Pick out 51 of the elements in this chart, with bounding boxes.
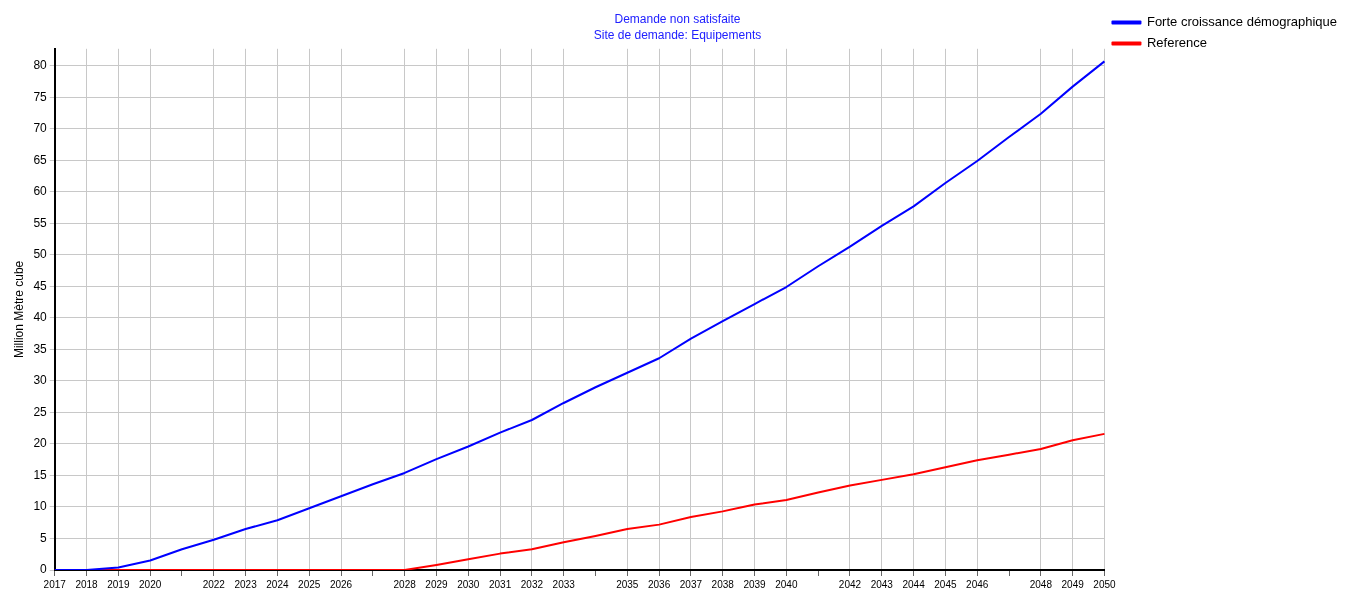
y-tick-label: 70 [33,121,48,136]
y-tick-label: 65 [33,152,48,167]
x-tick-label: 2024 [266,578,289,590]
chart-title: Demande non satisfaite [614,11,741,26]
chart-subtitle: Site de demande: Equipements [593,27,762,42]
y-tick-label: 25 [33,404,48,419]
x-tick-label: 2026 [329,578,353,590]
x-tick-label: 2040 [775,578,798,590]
legend-label: Reference [1146,35,1207,51]
y-tick-label: 50 [33,247,48,262]
y-tick-label: 35 [33,341,48,356]
x-tick-label: 2044 [902,578,926,590]
y-tick-label: 75 [33,89,48,104]
x-tick-label: 2030 [457,578,480,590]
y-tick-label: 60 [33,184,48,199]
x-tick-label: 2048 [1029,578,1053,590]
legend-label: Forte croissance démographique [1146,14,1338,30]
y-tick-label: 15 [33,467,48,482]
y-tick-label: 30 [33,373,48,388]
x-tick-label: 2022 [202,578,226,590]
x-tick-label: 2018 [75,578,99,590]
y-tick-label: 40 [33,310,48,325]
y-tick-label: 80 [33,58,48,73]
x-tick-label: 2017 [43,578,67,590]
y-tick-label: 20 [33,436,48,451]
y-tick-label: 0 [40,562,48,577]
x-tick-label: 2046 [966,578,989,590]
x-tick-label: 2033 [552,578,576,590]
x-tick-label: 2045 [934,578,957,590]
x-tick-label: 2029 [425,578,449,590]
y-tick-label: 10 [33,499,48,514]
x-tick-label: 2050 [1093,578,1117,590]
x-tick-label: 2020 [139,578,162,590]
x-tick-label: 2039 [743,578,767,590]
x-tick-label: 2043 [870,578,894,590]
x-tick-label: 2037 [679,578,703,590]
x-tick-label: 2038 [711,578,735,590]
x-tick-label: 2019 [107,578,130,590]
y-axis-title: Million Mètre cube [11,260,26,359]
x-tick-label: 2032 [520,578,544,590]
x-tick-label: 2023 [234,578,258,590]
y-tick-label: 55 [33,215,48,230]
y-tick-label: 45 [33,278,48,293]
x-tick-label: 2031 [488,578,512,590]
x-tick-label: 2049 [1061,578,1085,590]
x-tick-label: 2035 [616,578,639,590]
y-tick-label: 5 [40,530,48,545]
x-tick-label: 2036 [648,578,671,590]
x-tick-label: 2028 [393,578,417,590]
x-tick-label: 2025 [298,578,321,590]
x-tick-label: 2042 [838,578,862,590]
